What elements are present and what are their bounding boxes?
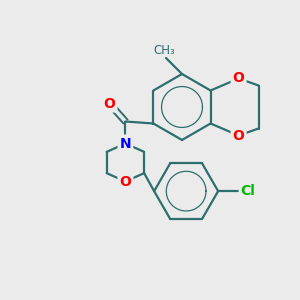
Text: N: N xyxy=(120,136,131,151)
Text: CH₃: CH₃ xyxy=(153,44,175,56)
Text: Cl: Cl xyxy=(241,184,256,198)
Text: O: O xyxy=(232,71,244,85)
Text: O: O xyxy=(232,128,244,142)
Text: O: O xyxy=(119,175,131,188)
Text: O: O xyxy=(103,97,116,110)
